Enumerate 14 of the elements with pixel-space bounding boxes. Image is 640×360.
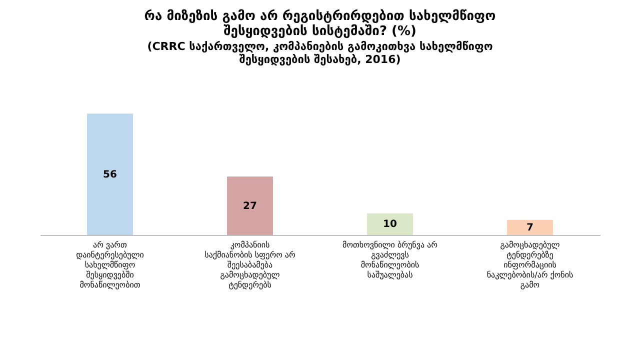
bar [227,176,273,235]
x-tick-label: არ ვართ დაინტერესებული სახელმწიფო შესყიდვებში მონაწილეობით [76,240,144,290]
chart-subtitle: (CRRC საქართველო, კომპანიების გამოკითხვა სახელმწიფო შესყიდვების შესახებ, 2016) [147,40,493,66]
data-label: 7 [526,222,534,234]
chart-title: რა მიზეზის გამო არ რეგისტრირდებით სახელმწიფო შესყიდვების სისტემაში? (%) [144,9,496,39]
data-label: 10 [383,219,397,230]
x-tick-label: კომპანიის საქმიანობის სფერო არ შეესაბამება გამოცხადებულ ტენდერებს [204,240,296,290]
bar [507,220,553,235]
bar [367,213,413,235]
x-tick-label: გამოცხადებულ ტენდერებზე ინფორმაციის ნაკლებობის/არ ქონის გამო [486,240,574,290]
bar [87,114,133,235]
data-label: 56 [103,169,117,180]
data-label: 27 [243,200,257,212]
x-tick-label: მოთხოვნილი ბრუნვა არ გვაძლევს მონაწილეობის საშუალებას [342,240,438,280]
